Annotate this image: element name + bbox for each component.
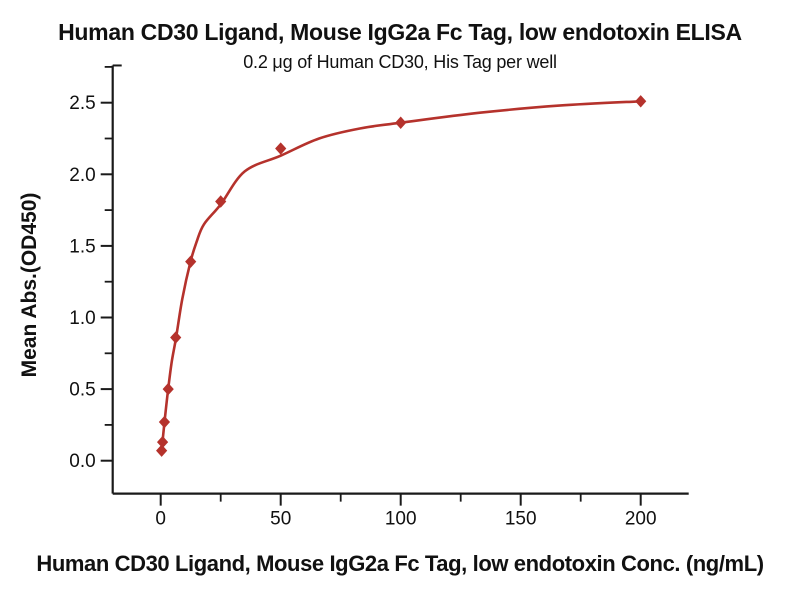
fit-curve	[160, 100, 641, 453]
y-tick-label: 0.5	[69, 380, 95, 401]
data-point-marker	[275, 142, 287, 155]
data-point-marker	[185, 255, 197, 268]
data-point-marker	[170, 331, 182, 344]
y-tick-label: 2.0	[69, 165, 95, 186]
y-tick-label: 1.0	[69, 308, 95, 329]
x-axis-title: Human CD30 Ligand, Mouse IgG2a Fc Tag, l…	[36, 551, 764, 576]
y-tick-label: 2.5	[69, 93, 95, 114]
y-tick-label: 0.0	[69, 451, 95, 472]
x-tick-label: 150	[505, 509, 537, 530]
chart-title: Human CD30 Ligand, Mouse IgG2a Fc Tag, l…	[58, 19, 742, 45]
data-point-marker	[215, 195, 227, 208]
data-point-marker	[158, 415, 171, 429]
data-point-marker	[635, 95, 647, 108]
y-tick-label: 1.5	[69, 236, 95, 257]
x-tick-label: 100	[385, 509, 417, 530]
x-tick-label: 0	[155, 509, 166, 530]
chart-subtitle: 0.2 μg of Human CD30, His Tag per well	[243, 52, 557, 72]
data-point-marker	[162, 382, 174, 396]
data-point-marker	[395, 116, 407, 129]
data-point-marker	[156, 444, 168, 457]
data-point-marker	[156, 435, 169, 449]
x-tick-label: 50	[270, 509, 291, 530]
x-tick-label: 200	[625, 509, 657, 530]
